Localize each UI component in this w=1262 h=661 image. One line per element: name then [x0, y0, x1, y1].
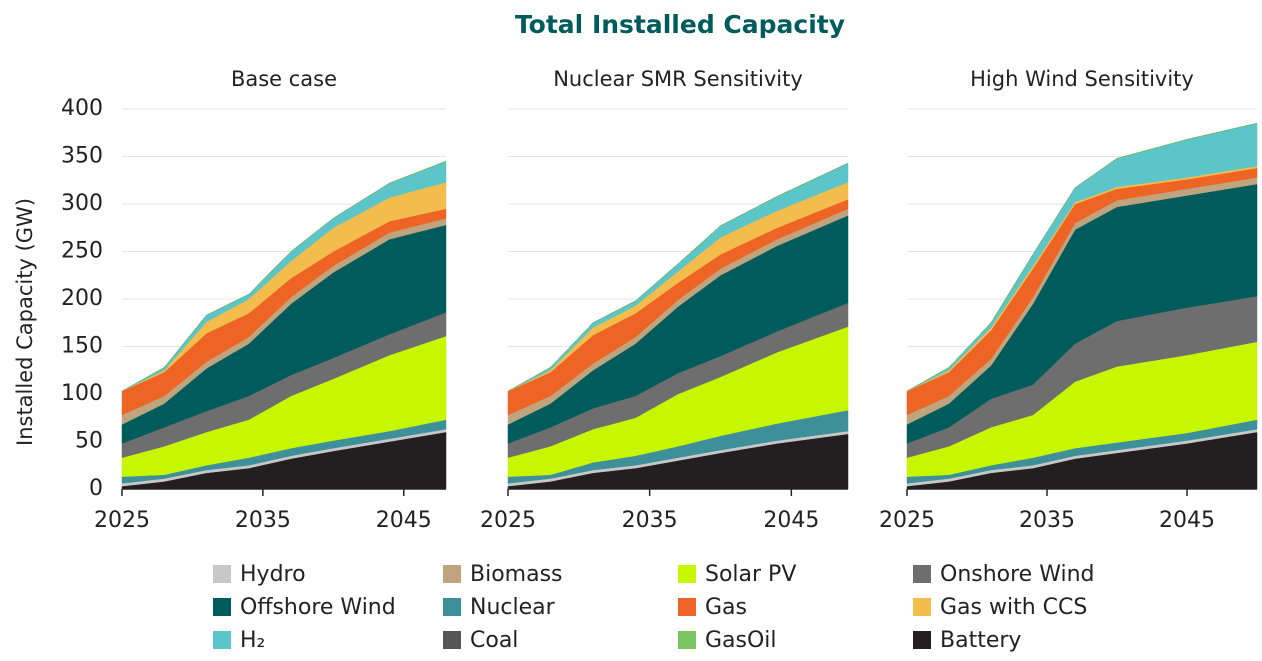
y-tick-label: 0 [89, 476, 103, 501]
legend-label: Gas with CCS [940, 595, 1087, 620]
x-tick-label: 2035 [235, 508, 291, 533]
legend-swatch [443, 598, 461, 616]
legend-label: Nuclear [470, 595, 556, 620]
legend-swatch [213, 598, 231, 616]
y-tick-label: 150 [61, 334, 103, 359]
legend-label: Biomass [470, 562, 563, 587]
panel-title: Base case [231, 67, 337, 91]
legend-swatch [913, 631, 931, 649]
chart-title: Total Installed Capacity [515, 10, 845, 39]
area [906, 123, 1258, 392]
legend-label: Onshore Wind [940, 562, 1095, 587]
legend-label: Gas [705, 595, 747, 620]
legend-swatch [213, 631, 231, 649]
x-tick-label: 2035 [622, 508, 678, 533]
y-tick-label: 250 [61, 239, 103, 264]
x-tick-label: 2025 [480, 508, 536, 533]
legend-swatch [913, 565, 931, 583]
area [507, 162, 849, 392]
y-tick-label: 350 [61, 144, 103, 169]
x-tick-label: 2045 [1159, 508, 1215, 533]
x-tick-label: 2035 [1019, 508, 1075, 533]
legend-label: Coal [470, 628, 518, 653]
legend-label: Solar PV [705, 562, 796, 587]
legend-label: Hydro [240, 562, 306, 587]
y-tick-label: 300 [61, 191, 103, 216]
y-tick-label: 50 [75, 429, 103, 454]
legend-swatch [443, 631, 461, 649]
panel-title: High Wind Sensitivity [970, 67, 1194, 91]
legend-label: Battery [940, 628, 1021, 653]
legend-swatch [443, 565, 461, 583]
y-axis-label: Installed Capacity (GW) [13, 198, 37, 446]
legend-swatch [213, 565, 231, 583]
x-tick-label: 2045 [376, 508, 432, 533]
legend-label: H₂ [240, 628, 265, 653]
panel-title: Nuclear SMR Sensitivity [553, 67, 803, 91]
legend-swatch [913, 598, 931, 616]
y-tick-label: 100 [61, 381, 103, 406]
legend-swatch [678, 598, 696, 616]
legend-label: GasOil [705, 628, 777, 653]
legend-label: Offshore Wind [240, 595, 396, 620]
x-tick-label: 2045 [763, 508, 819, 533]
legend-swatch [678, 631, 696, 649]
area [121, 161, 447, 392]
x-tick-label: 2025 [94, 508, 150, 533]
legend-swatch [678, 565, 696, 583]
x-tick-label: 2025 [879, 508, 935, 533]
y-tick-label: 400 [61, 96, 103, 121]
y-tick-label: 200 [61, 286, 103, 311]
